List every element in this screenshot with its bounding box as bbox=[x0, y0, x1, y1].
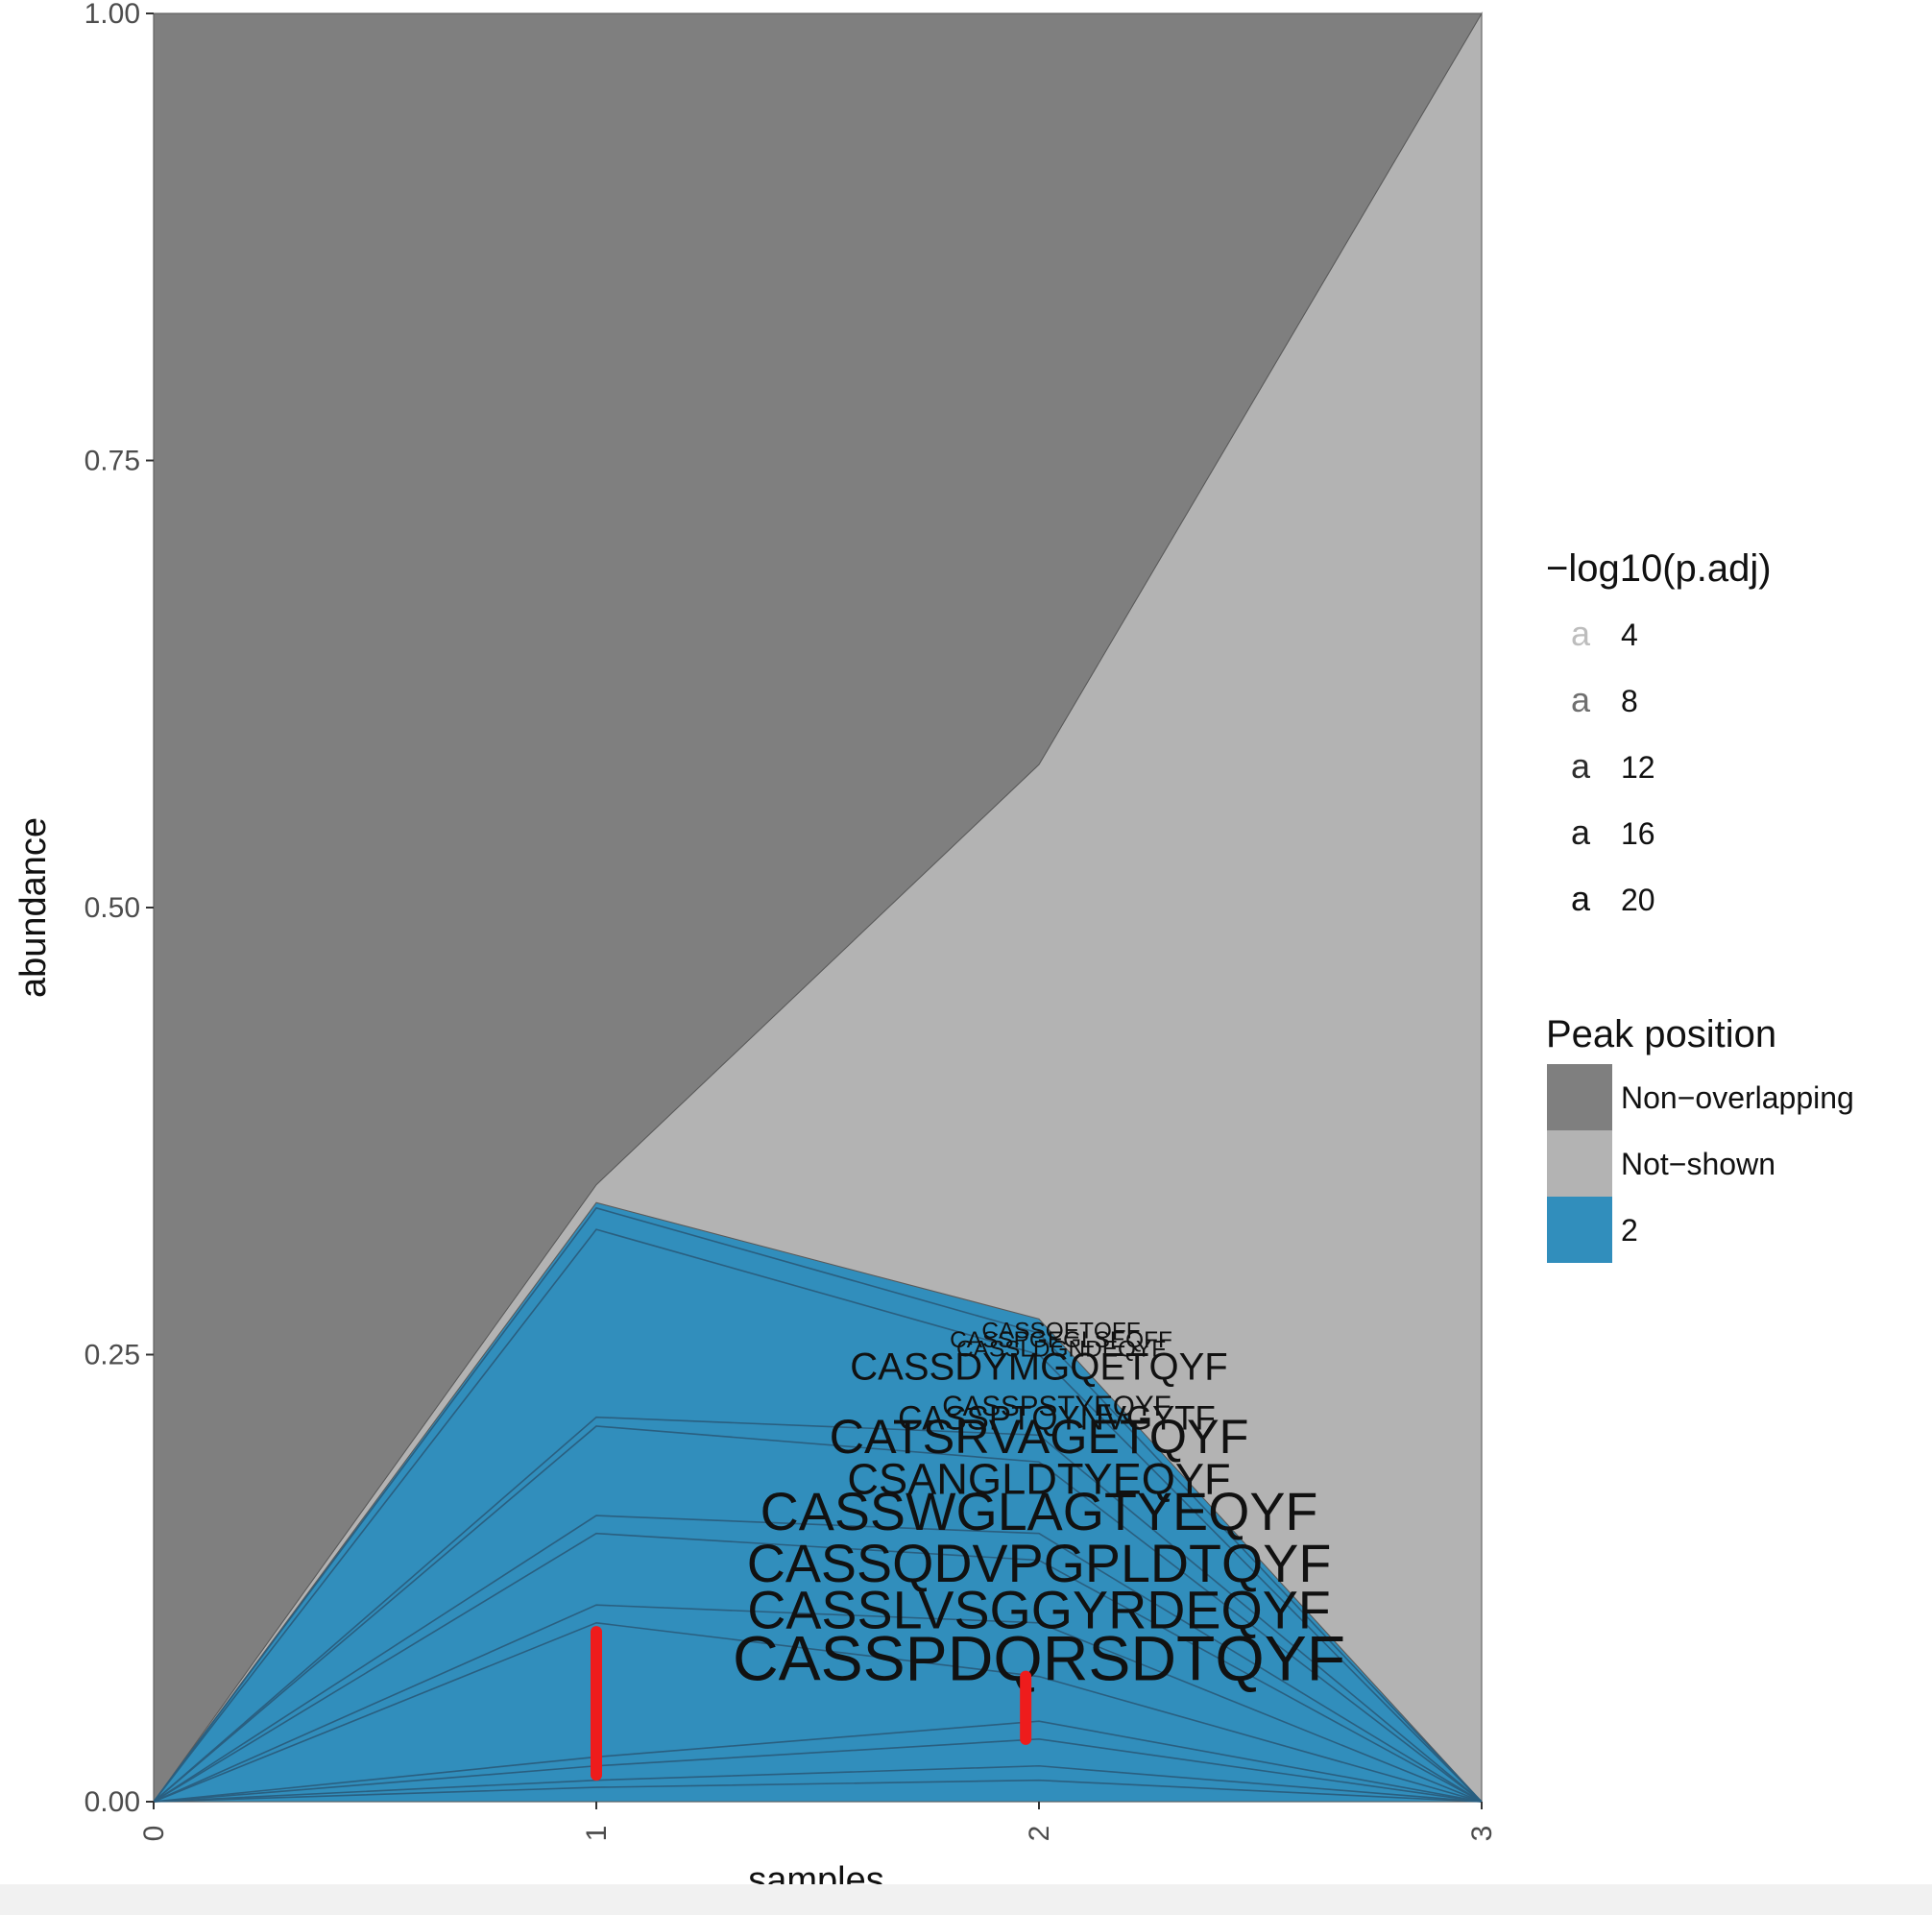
sequence-label: CASSLDGNDEQYF bbox=[956, 1336, 1166, 1362]
clone-line bbox=[153, 1738, 1483, 1803]
y-tick-label: 0.50 bbox=[85, 892, 140, 924]
clone-line bbox=[153, 1532, 1483, 1803]
y-tick-label: 1.00 bbox=[85, 0, 140, 30]
bottom-border bbox=[0, 1884, 1932, 1915]
legend-glyph: a bbox=[1571, 746, 1591, 786]
clone-line bbox=[153, 1425, 1483, 1803]
sequence-label: CASSDYMGQETQYF bbox=[850, 1346, 1227, 1389]
clone-line bbox=[153, 1416, 1483, 1803]
sequence-label: CASSQDVPGPLDTQYF bbox=[747, 1534, 1332, 1593]
sequence-label: CASSQETQFF bbox=[981, 1319, 1140, 1345]
legend-fill-label: Not−shown bbox=[1621, 1147, 1775, 1181]
sequence-label: CASSPGEGLSEQFF bbox=[950, 1327, 1172, 1353]
legend-size-value: 12 bbox=[1621, 750, 1655, 785]
clone-line bbox=[153, 1764, 1483, 1803]
legend-glyph: a bbox=[1571, 680, 1591, 719]
axes: 0.00 0.25 0.50 0.75 1.00 0 1 2 3 bbox=[85, 0, 1498, 1841]
legend-title: −log10(p.adj) bbox=[1546, 547, 1772, 590]
area-non-overlapping bbox=[153, 12, 1483, 1804]
legend-p-adj: −log10(p.adj)a 4a 8a 12a 16a 20 bbox=[1546, 547, 1772, 918]
clone-lines bbox=[153, 1206, 1483, 1803]
legend-swatch bbox=[1547, 1064, 1612, 1130]
legend-fill-label: 2 bbox=[1621, 1213, 1638, 1248]
legend-swatch bbox=[1547, 1130, 1612, 1197]
x-tick-label: 1 bbox=[581, 1826, 613, 1842]
sequence-label: CASSWGLAGTYEQYF bbox=[761, 1482, 1318, 1541]
sequence-label: CASSPSTYEQYF bbox=[942, 1391, 1171, 1422]
sequence-label: CASSLVSGGYRDEQYF bbox=[747, 1580, 1331, 1639]
legend-swatch bbox=[1547, 1197, 1612, 1263]
clone-line bbox=[153, 1515, 1483, 1803]
legend-fill-label: Non−overlapping bbox=[1621, 1080, 1854, 1115]
x-tick-label: 0 bbox=[138, 1826, 170, 1842]
clone-line bbox=[153, 1206, 1483, 1803]
legend-glyph: a bbox=[1571, 812, 1591, 852]
legend-peak-position: Peak position Non−overlapping Not−shown 2 bbox=[1546, 1013, 1854, 1263]
clone-line bbox=[153, 1604, 1483, 1803]
legend-size-value: 8 bbox=[1621, 684, 1638, 718]
x-tick-label: 3 bbox=[1466, 1826, 1498, 1842]
legend-size-value: 4 bbox=[1621, 618, 1638, 652]
legend-title: Peak position bbox=[1546, 1013, 1776, 1055]
legend-glyph: a bbox=[1571, 614, 1591, 653]
red-annotations bbox=[591, 1626, 1032, 1782]
legend-size-value: 20 bbox=[1621, 883, 1655, 917]
y-tick-label: 0.00 bbox=[85, 1786, 140, 1818]
x-tick-label: 2 bbox=[1024, 1826, 1055, 1842]
clone-line bbox=[153, 1720, 1483, 1803]
sequence-label: CASSPDQRSDTQYF bbox=[733, 1622, 1345, 1693]
y-tick-label: 0.75 bbox=[85, 446, 140, 477]
stacked-areas bbox=[153, 12, 1484, 1804]
clone-line bbox=[153, 1779, 1483, 1803]
sequence-label: CASSPTQYNVGYTF bbox=[898, 1400, 1216, 1438]
y-tick-label: 0.25 bbox=[85, 1340, 140, 1371]
sequence-label: CSANGLDTYEQYF bbox=[847, 1455, 1230, 1504]
clone-line bbox=[153, 1228, 1483, 1803]
legend-size-value: 16 bbox=[1621, 816, 1655, 851]
legend-glyph: a bbox=[1571, 879, 1591, 918]
sequence-label: CATSRVAGETQYF bbox=[830, 1409, 1249, 1464]
sequence-labels: CASSPDQRSDTQYFCASSLVSGGYRDEQYFCASSQDVPGP… bbox=[733, 1319, 1345, 1694]
clone-line bbox=[153, 1621, 1483, 1803]
y-axis-title: abundance bbox=[13, 817, 54, 998]
